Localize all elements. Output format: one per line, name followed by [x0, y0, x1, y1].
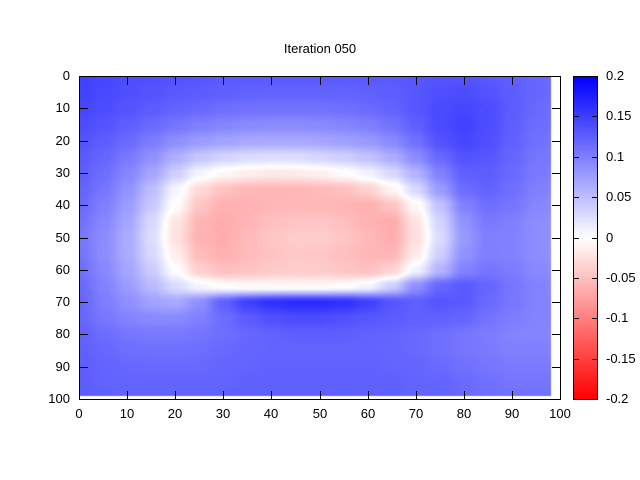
y-tick-right [552, 173, 560, 174]
x-tick [416, 391, 417, 399]
colorbar-tick [574, 359, 579, 360]
colorbar-tick-label: -0.15 [606, 351, 636, 366]
x-tick-label: 90 [504, 406, 520, 421]
y-tick [80, 270, 88, 271]
y-tick-right [552, 270, 560, 271]
x-tick-label: 80 [456, 406, 472, 421]
colorbar-tick-label: -0.05 [606, 270, 636, 285]
plot-area [79, 76, 561, 400]
x-tick-top [560, 77, 561, 85]
colorbar-tick-right [592, 197, 597, 198]
y-tick [80, 238, 88, 239]
y-tick [80, 108, 88, 109]
colorbar-tick [574, 197, 579, 198]
y-tick [80, 76, 88, 77]
y-tick-label: 90 [55, 359, 70, 374]
colorbar-tick-right [592, 76, 597, 77]
y-tick [80, 173, 88, 174]
colorbar-gradient [574, 77, 597, 399]
x-tick [175, 391, 176, 399]
x-tick [368, 391, 369, 399]
colorbar-tick-right [592, 278, 597, 279]
y-tick-right [552, 141, 560, 142]
y-tick-label: 40 [55, 197, 70, 212]
colorbar-tick-right [592, 399, 597, 400]
colorbar-tick-label: 0.1 [606, 149, 625, 164]
colorbar-tick [574, 157, 579, 158]
x-tick [79, 391, 80, 399]
colorbar-tick-right [592, 359, 597, 360]
x-tick-label: 20 [167, 406, 183, 421]
y-tick-right [552, 108, 560, 109]
y-tick-label: 30 [55, 165, 70, 180]
x-tick-label: 0 [75, 406, 83, 421]
y-tick-label: 0 [62, 68, 70, 83]
colorbar-tick-label: 0.2 [606, 68, 625, 83]
colorbar-tick-right [592, 238, 597, 239]
y-tick [80, 367, 88, 368]
x-tick [464, 391, 465, 399]
colorbar-tick-right [592, 318, 597, 319]
colorbar-tick [574, 76, 579, 77]
y-tick-label: 80 [55, 326, 70, 341]
x-tick-top [368, 77, 369, 85]
x-tick-top [512, 77, 513, 85]
x-tick-top [223, 77, 224, 85]
x-tick-label: 100 [549, 406, 571, 421]
y-tick-right [552, 334, 560, 335]
x-tick-label: 60 [360, 406, 376, 421]
x-tick-label: 40 [263, 406, 279, 421]
x-tick [127, 391, 128, 399]
colorbar-tick [574, 278, 579, 279]
x-tick-top [416, 77, 417, 85]
colorbar-tick-right [592, 157, 597, 158]
y-tick-label: 60 [55, 262, 70, 277]
y-tick-right [552, 399, 560, 400]
x-tick [320, 391, 321, 399]
x-tick-label: 30 [215, 406, 231, 421]
colorbar-tick-label: 0 [606, 230, 614, 245]
heatmap-image [80, 77, 560, 399]
y-tick-label: 20 [55, 133, 70, 148]
x-tick-top [464, 77, 465, 85]
y-tick-right [552, 76, 560, 77]
x-tick-top [127, 77, 128, 85]
colorbar-tick-label: 0.05 [606, 189, 632, 204]
y-tick-label: 70 [55, 294, 70, 309]
y-tick-right [552, 205, 560, 206]
plot-title: Iteration 050 [283, 41, 357, 56]
y-tick-right [552, 238, 560, 239]
x-tick-top [320, 77, 321, 85]
y-tick [80, 205, 88, 206]
colorbar-tick-label: -0.2 [606, 391, 629, 406]
colorbar-tick [574, 238, 579, 239]
y-tick-label: 100 [48, 391, 70, 406]
y-tick-right [552, 302, 560, 303]
y-tick [80, 141, 88, 142]
x-tick [223, 391, 224, 399]
colorbar-tick [574, 399, 579, 400]
y-tick-label: 50 [55, 230, 70, 245]
y-tick [80, 399, 88, 400]
colorbar-tick-label: 0.15 [606, 108, 632, 123]
x-tick-label: 70 [408, 406, 424, 421]
x-tick [512, 391, 513, 399]
colorbar-tick-right [592, 116, 597, 117]
y-tick-label: 10 [55, 100, 70, 115]
x-tick-label: 50 [312, 406, 328, 421]
x-tick-top [79, 77, 80, 85]
x-tick [560, 391, 561, 399]
colorbar-tick [574, 318, 579, 319]
y-tick-right [552, 367, 560, 368]
y-tick [80, 302, 88, 303]
x-tick [271, 391, 272, 399]
x-tick-top [271, 77, 272, 85]
x-tick-label: 10 [119, 406, 135, 421]
colorbar-tick-label: -0.1 [606, 310, 629, 325]
colorbar-tick [574, 116, 579, 117]
y-tick [80, 334, 88, 335]
x-tick-top [175, 77, 176, 85]
